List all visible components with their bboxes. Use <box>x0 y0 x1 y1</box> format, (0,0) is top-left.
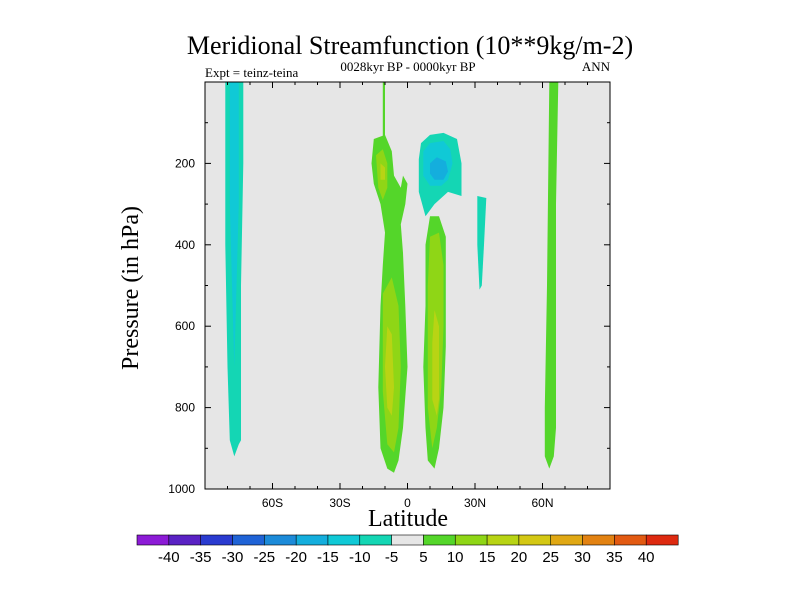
colorbar-label: 35 <box>606 549 623 566</box>
colorbar-label: 20 <box>511 549 528 566</box>
colorbar-swatch <box>136 534 170 546</box>
colorbar-swatch <box>200 534 233 546</box>
x-tick-label: 30N <box>464 496 486 510</box>
colorbar-swatch <box>327 534 361 546</box>
y-tick-label: 200 <box>175 156 195 170</box>
colorbar-label: 25 <box>542 549 559 566</box>
colorbar: -40 -35 -30 -25 -20 -15 -10 -5 5 10 15 20 25 30 35 40 <box>136 534 679 566</box>
y-tick-label: 1000 <box>168 482 195 496</box>
y-tick-label: 600 <box>175 319 195 333</box>
colorbar-swatch <box>391 534 424 546</box>
colorbar-swatch <box>550 534 584 546</box>
y-tick-label: 400 <box>175 238 195 252</box>
y-axis-label: Pressure (in hPa) <box>118 206 144 370</box>
contour-north-equatorial-max <box>432 309 439 416</box>
x-tick-label: 60N <box>531 496 553 510</box>
contour-north-upper-max <box>430 157 448 180</box>
colorbar-swatch <box>232 534 265 546</box>
colorbar-label: -10 <box>349 549 371 566</box>
period-label: 0028kyr BP - 0000kyr BP <box>340 59 475 74</box>
colorbar-swatch <box>454 534 488 546</box>
colorbar-label: 5 <box>419 549 427 566</box>
colorbar-swatch <box>295 534 329 546</box>
experiment-label: Expt = teinz-teina <box>205 65 298 80</box>
colorbar-label: -15 <box>317 549 339 566</box>
colorbar-label: 10 <box>447 549 464 566</box>
x-axis-ticks: 60S 30S 0 30N 60N <box>227 82 588 510</box>
y-axis-ticks: 200 400 600 800 1000 <box>168 122 610 496</box>
y-tick-label: 800 <box>175 401 195 415</box>
x-axis-label: Latitude <box>368 506 448 532</box>
colorbar-label: -25 <box>253 549 275 566</box>
colorbar-label: -5 <box>385 549 398 566</box>
contour-regions <box>225 82 559 473</box>
contour-nh-polar-cell <box>544 82 559 469</box>
colorbar-swatch <box>263 534 297 546</box>
colorbar-label: 30 <box>574 549 591 566</box>
colorbar-swatch <box>168 534 202 546</box>
x-tick-label: 60S <box>262 496 283 510</box>
plot-area: 60S 30S 0 30N 60N 200 400 600 800 1000 <box>168 81 611 510</box>
colorbar-label: 15 <box>479 549 496 566</box>
colorbar-label: 40 <box>638 549 655 566</box>
colorbar-label: -40 <box>158 549 180 566</box>
chart-title: Meridional Streamfunction (10**9kg/m-2) <box>187 31 633 60</box>
colorbar-swatch <box>645 534 679 546</box>
contour-sh-polar-core <box>229 82 239 367</box>
season-label: ANN <box>582 59 611 74</box>
colorbar-swatch <box>423 534 456 546</box>
contour-north-subtropical-cell <box>477 196 487 290</box>
plot-background <box>205 82 610 489</box>
colorbar-swatch <box>359 534 393 546</box>
colorbar-swatch <box>582 534 615 546</box>
colorbar-swatch <box>614 534 647 546</box>
contour-south-upper-max <box>380 163 385 180</box>
colorbar-label: -35 <box>190 549 212 566</box>
x-tick-label: 30S <box>329 496 350 510</box>
contour-south-lower-max <box>385 326 394 416</box>
colorbar-swatch <box>518 534 552 546</box>
colorbar-label: -30 <box>222 549 244 566</box>
x-tick-label: 0 <box>404 496 411 510</box>
colorbar-label: -20 <box>285 549 307 566</box>
colorbar-swatch <box>486 534 520 546</box>
